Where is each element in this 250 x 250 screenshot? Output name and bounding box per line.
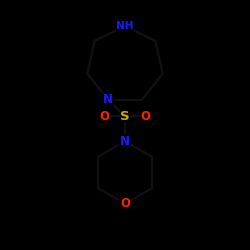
- Text: N: N: [120, 135, 130, 148]
- Text: NH: NH: [116, 21, 134, 31]
- Text: O: O: [140, 110, 150, 123]
- Text: O: O: [100, 110, 110, 123]
- Text: N: N: [103, 94, 113, 106]
- Text: S: S: [120, 110, 130, 123]
- Text: O: O: [120, 197, 130, 210]
